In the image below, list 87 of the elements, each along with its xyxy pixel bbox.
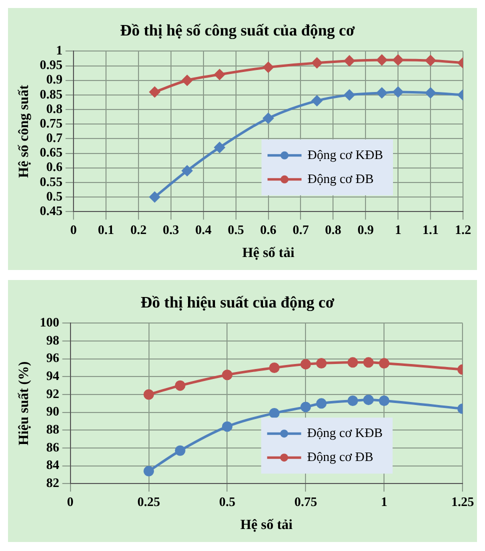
x-tick-label: 0.5 xyxy=(219,494,236,509)
y-tick-label: 98 xyxy=(46,332,60,348)
point xyxy=(348,357,358,368)
y-tick-label: 0.45 xyxy=(40,202,64,218)
x-tick-label: 0.1 xyxy=(98,222,114,237)
point xyxy=(182,166,192,176)
x-axis-title: Hệ số tải xyxy=(242,246,294,262)
y-tick-label: 94 xyxy=(46,368,60,384)
y-tick-label: 0.6 xyxy=(46,159,64,174)
point xyxy=(344,56,355,66)
point xyxy=(144,389,154,400)
y-tick-label: 100 xyxy=(40,314,60,330)
point xyxy=(174,380,186,391)
legend-label: Động cơ ĐB xyxy=(307,449,374,464)
point xyxy=(149,86,160,98)
x-tick-label: 0.6 xyxy=(260,222,277,237)
y-tick-label: 0.75 xyxy=(40,115,64,130)
x-tick-label: 0 xyxy=(67,494,74,509)
y-tick-label: 86 xyxy=(46,439,60,454)
chart-title: Đồ thị hệ số công suất của động cơ xyxy=(120,22,355,40)
y-tick-label: 84 xyxy=(46,457,60,472)
point xyxy=(263,113,274,124)
y-tick-label: 90 xyxy=(46,404,60,419)
y-axis-title: Hiệu suất (%) xyxy=(17,361,32,446)
point xyxy=(376,88,388,98)
point xyxy=(376,54,388,66)
point xyxy=(392,54,404,66)
x-tick-label: 0.7 xyxy=(292,222,310,237)
point xyxy=(144,466,154,476)
point xyxy=(312,96,322,106)
x-tick-label: 0.4 xyxy=(195,222,212,237)
x-tick-label: 0.75 xyxy=(294,494,318,509)
point xyxy=(269,408,280,418)
point xyxy=(348,395,358,406)
point xyxy=(174,445,186,456)
legend-label: Động cơ KĐB xyxy=(307,425,383,440)
point xyxy=(269,362,280,374)
point xyxy=(425,88,436,98)
point xyxy=(425,55,436,66)
x-tick-label: 0.8 xyxy=(325,222,342,237)
y-tick-label: 0.85 xyxy=(40,86,64,102)
point xyxy=(316,358,327,369)
point xyxy=(222,370,232,380)
point xyxy=(149,192,160,202)
y-tick-label: 0.8 xyxy=(46,100,64,116)
y-tick-label: 0.95 xyxy=(40,57,64,72)
x-tick-label: 1.2 xyxy=(454,222,472,237)
point xyxy=(378,358,390,369)
x-tick-label: 0.2 xyxy=(130,222,147,237)
y-tick-label: 88 xyxy=(46,421,60,436)
y-tick-label: 0.65 xyxy=(40,144,64,160)
y-tick-label: 92 xyxy=(46,386,60,401)
legend-label: Động cơ KĐB xyxy=(308,146,384,162)
point xyxy=(214,69,225,80)
x-tick-label: 0.9 xyxy=(358,222,374,237)
point xyxy=(344,90,355,100)
point xyxy=(263,62,274,72)
x-tick-label: 0.25 xyxy=(137,494,161,509)
point xyxy=(378,395,390,406)
x-tick-label: 1 xyxy=(380,494,388,509)
chart-title: Đồ thị hiệu suất của động cơ xyxy=(140,294,335,312)
point xyxy=(182,75,192,86)
y-tick-label: 96 xyxy=(46,350,60,366)
x-tick-label: 1 xyxy=(394,222,402,237)
x-tick-label: 0 xyxy=(70,222,77,237)
point xyxy=(222,421,232,432)
point xyxy=(300,358,311,370)
x-tick-label: 1.25 xyxy=(451,494,474,509)
y-axis-title: Hệ số công suất xyxy=(17,84,32,178)
y-tick-label: 0.5 xyxy=(46,188,64,204)
y-tick-label: 0.55 xyxy=(40,174,64,189)
y-tick-label: 1 xyxy=(56,42,63,58)
point xyxy=(300,402,311,412)
x-axis-title: Hệ số tải xyxy=(240,518,293,534)
y-tick-label: 82 xyxy=(46,474,60,490)
point xyxy=(316,398,327,409)
x-tick-label: 1.1 xyxy=(422,222,439,237)
x-tick-label: 0.3 xyxy=(162,222,180,237)
y-tick-label: 0.7 xyxy=(46,130,64,146)
point xyxy=(392,86,404,98)
point xyxy=(312,58,322,68)
point xyxy=(363,357,374,368)
x-tick-label: 0.5 xyxy=(228,222,244,237)
y-tick-label: 0.9 xyxy=(46,72,64,87)
point xyxy=(363,394,374,406)
point xyxy=(214,142,225,153)
legend-label: Động cơ ĐB xyxy=(308,170,374,186)
